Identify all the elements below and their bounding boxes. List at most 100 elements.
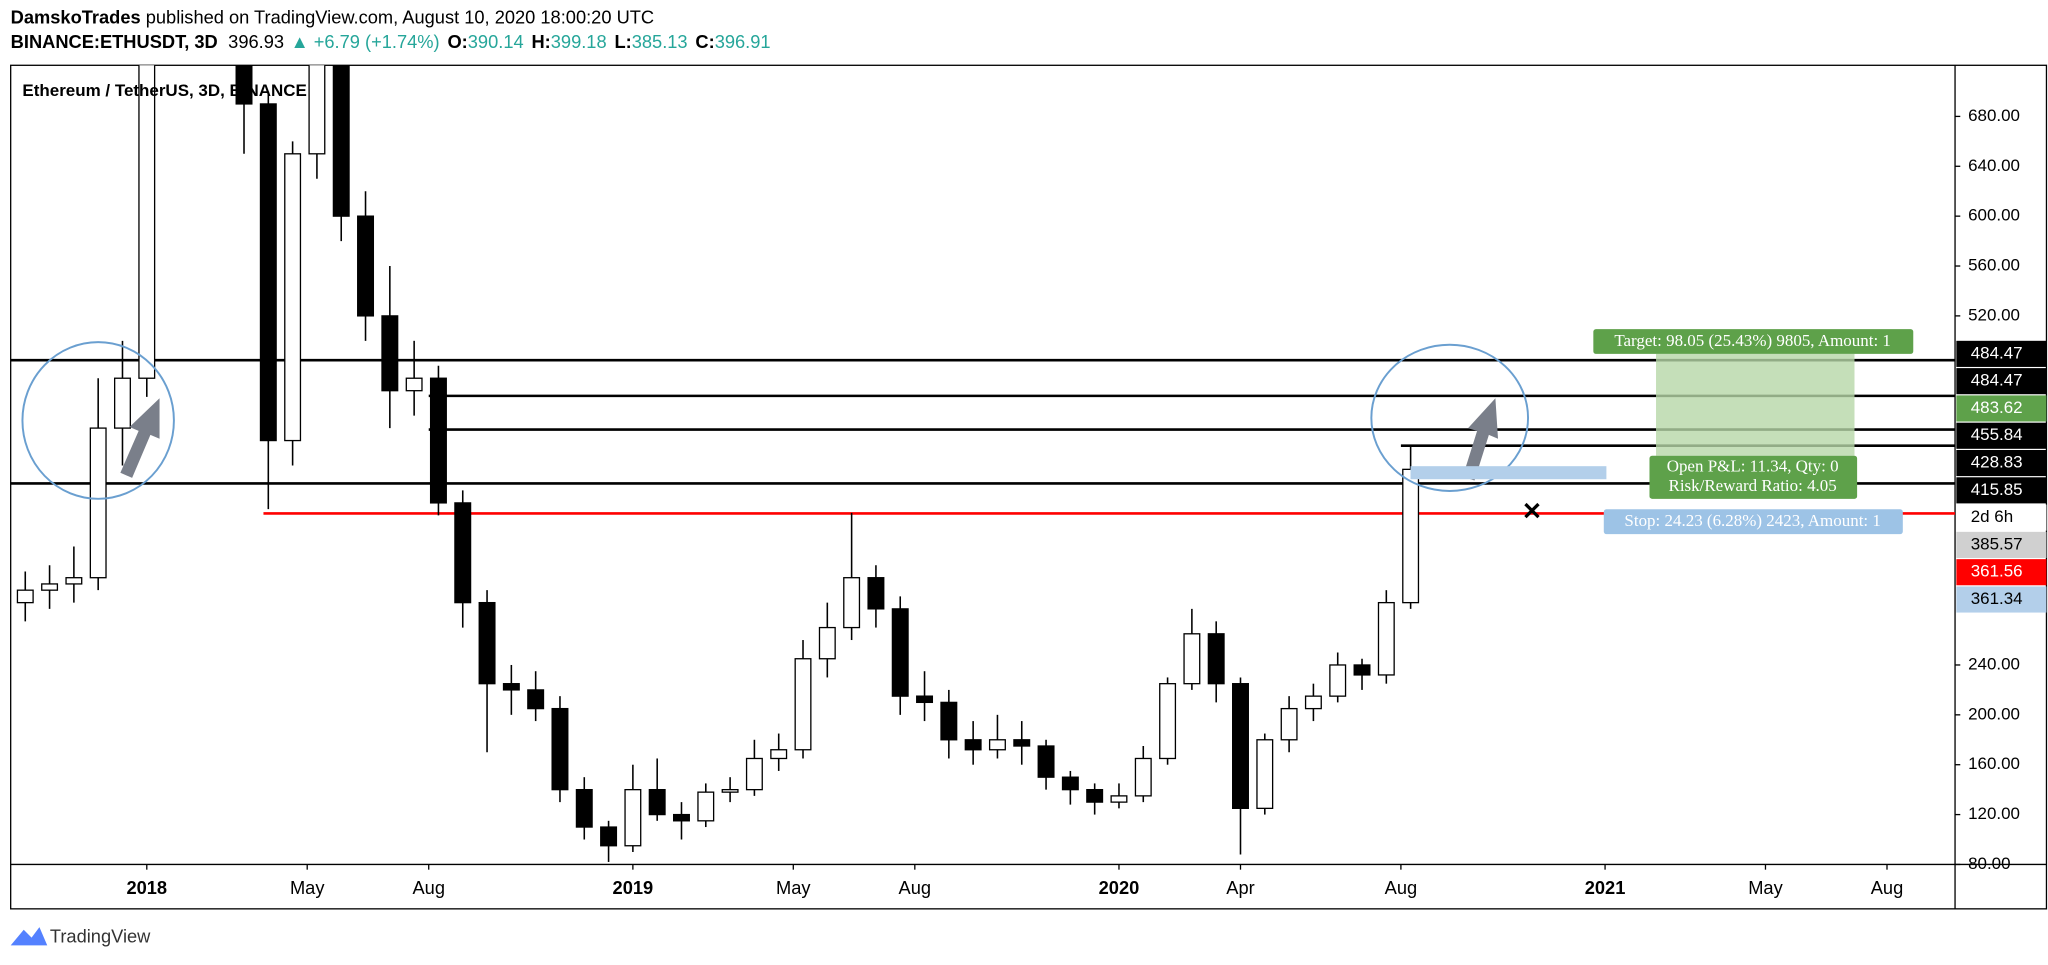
arrow [1462, 398, 1499, 481]
candle-body [405, 377, 423, 392]
y-tick-label: 520.00 [1968, 305, 2020, 324]
highlight-circle [21, 341, 175, 500]
candle-body [721, 788, 739, 793]
candle-body [357, 215, 375, 317]
close-marker [1524, 502, 1540, 519]
price-badge [1956, 368, 2047, 395]
candle-body [1232, 683, 1249, 810]
x-tick-label: Aug [412, 877, 445, 898]
chart-title: Ethereum / TetherUS, 3D, BINANCE [22, 81, 306, 100]
candle-body [16, 589, 34, 604]
x-tick-label: 2020 [1099, 877, 1140, 898]
header-line: DamskoTrades published on TradingView.co… [11, 6, 654, 27]
x-tick-label: 2018 [126, 877, 167, 898]
stop-box [1603, 509, 1903, 535]
price-badge [1956, 449, 2047, 477]
pnl-label: Open P&L: 11.34, Qty: 0 [1667, 456, 1839, 475]
candle-body [988, 739, 1006, 751]
price-badge [1956, 559, 2047, 586]
candle-body [673, 813, 690, 822]
price-badge-label: 361.56 [1971, 562, 2023, 581]
candle-body [575, 788, 593, 828]
y-tick-label: 680.00 [1968, 106, 2020, 125]
candle-body [381, 315, 399, 392]
candle-body [551, 707, 569, 791]
ohlc-key: O: [447, 31, 467, 52]
price-badge [1956, 586, 2047, 613]
plot [10, 65, 1956, 862]
highlight-circle [1370, 343, 1530, 492]
x-tick-label: 2021 [1585, 877, 1626, 898]
x-tick-label: 2019 [613, 877, 654, 898]
symbol: BINANCE:ETHUSDT, 3D [11, 31, 218, 52]
candle-body [843, 577, 861, 629]
last-price: 396.93 [228, 31, 284, 52]
candle-body [624, 788, 642, 847]
y-tick-label: 160.00 [1968, 754, 2020, 773]
candle-body [259, 103, 277, 442]
x-tick-label: Apr [1226, 877, 1254, 898]
price-badge [1956, 504, 2047, 531]
ohlc-value: 385.13 [632, 31, 688, 52]
stop-zone [1410, 466, 1607, 480]
candle-body [1134, 757, 1152, 797]
candle-body [916, 695, 934, 704]
y-tick-label: 240.00 [1968, 654, 2020, 673]
candle-body [600, 826, 618, 847]
candle-body [89, 427, 107, 579]
price-badge-label: 428.83 [1971, 453, 2023, 472]
candle-body [1061, 776, 1079, 791]
candle-body [65, 577, 83, 585]
price-badge [1956, 395, 2047, 422]
change: ▲ +6.79 (+1.74%) [291, 31, 440, 52]
candle-body [454, 502, 472, 604]
price-badge-label: 361.34 [1971, 589, 2023, 608]
ohlc-value: 396.91 [715, 31, 771, 52]
author: DamskoTrades [11, 6, 141, 27]
ohlc-value: 390.14 [468, 31, 524, 52]
x-tick-label: Aug [1385, 877, 1418, 898]
candle-body [1037, 745, 1055, 778]
price-badge-label: 2d 6h [1971, 507, 2013, 526]
candle-body [113, 377, 131, 429]
price-badge [1956, 340, 2047, 367]
y-tick-label: 80.00 [1968, 854, 2010, 873]
candle-body [429, 377, 447, 504]
candle-body [745, 757, 763, 791]
candle-body [1013, 739, 1031, 747]
candle-body [138, 65, 156, 379]
candle-body [1183, 633, 1201, 685]
y-tick-label: 200.00 [1968, 704, 2020, 723]
overlays: Target: 98.05 (25.43%) 9805, Amount: 1 O… [21, 329, 1914, 535]
x-tick-label: Aug [899, 877, 932, 898]
candle-body [1377, 601, 1395, 676]
candle-body [1207, 633, 1225, 685]
stop-label: Stop: 24.23 (6.28%) 2423, Amount: 1 [1624, 511, 1880, 530]
price-badge-label: 484.47 [1971, 371, 2023, 390]
candle-body [940, 701, 958, 741]
ohlc-value: 399.18 [551, 31, 607, 52]
price-badge-label: 483.62 [1971, 398, 2023, 417]
candle-body [867, 577, 885, 610]
price-badge [1956, 531, 2047, 558]
published: published on TradingView.com, August 10,… [141, 6, 654, 27]
x-tick-label: May [1748, 877, 1783, 898]
logo [10, 927, 48, 946]
rr-label: Risk/Reward Ratio: 4.05 [1669, 476, 1837, 495]
price-badge-label: 455.84 [1971, 425, 2023, 444]
target-box [1593, 329, 1914, 354]
price-badge [1956, 422, 2047, 449]
price-badge-label: 385.57 [1971, 534, 2023, 553]
candle-body [1353, 664, 1371, 676]
candle-body [1110, 795, 1128, 803]
candle-body [502, 683, 520, 691]
price-badge-label: 484.47 [1971, 343, 2023, 362]
candle-body [41, 583, 59, 591]
candle-body [478, 601, 496, 685]
target-zone [1656, 353, 1855, 456]
y-tick-label: 640.00 [1968, 156, 2020, 175]
y-tick-label: 560.00 [1968, 256, 2020, 275]
candle-body [697, 791, 715, 822]
